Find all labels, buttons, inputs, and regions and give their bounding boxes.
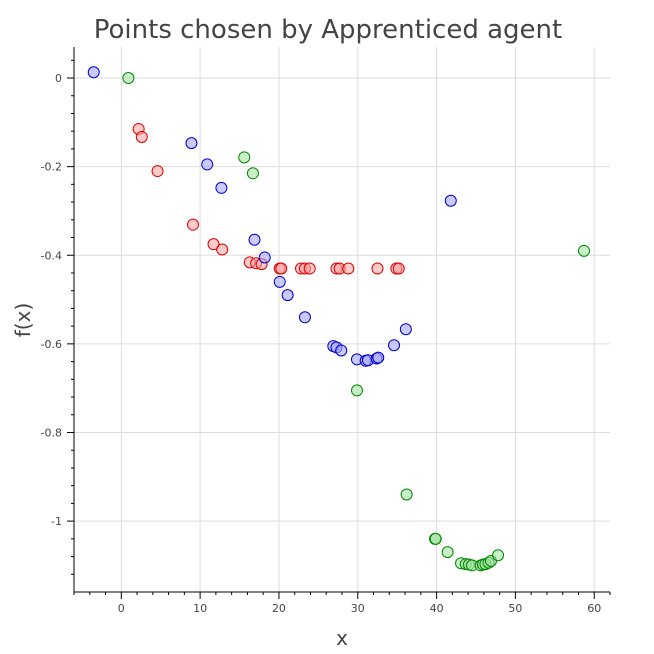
data-point	[335, 344, 348, 357]
x-tick-label: 10	[193, 602, 207, 615]
x-tick-label: 30	[351, 602, 365, 615]
y-axis-title: f(x)	[11, 303, 35, 337]
data-point	[187, 218, 200, 231]
data-point	[577, 244, 590, 257]
y-tick-label: -0.4	[41, 249, 62, 262]
data-point	[342, 262, 355, 275]
data-point	[281, 289, 294, 302]
x-tick-label: 60	[587, 602, 601, 615]
axes: 0 10 20 30 40 50 60 0 -0.2 -0.4 -0.6 -0.8 -1	[41, 47, 611, 615]
data-point	[201, 158, 214, 171]
data-point	[87, 66, 100, 79]
y-tick-label: -1	[51, 515, 62, 528]
data-point	[273, 275, 286, 288]
data-point	[400, 488, 413, 501]
x-tick-label: 40	[430, 602, 444, 615]
x-tick-label: 0	[118, 602, 125, 615]
data-point	[122, 72, 135, 85]
data-point	[372, 351, 385, 364]
y-tick-label: -0.6	[41, 338, 62, 351]
data-point	[275, 262, 288, 275]
data-point	[399, 323, 412, 336]
data-point	[215, 181, 228, 194]
data-point	[248, 233, 261, 246]
data-point	[388, 339, 401, 352]
y-tick-label: -0.2	[41, 161, 62, 174]
data-point	[392, 262, 405, 275]
data-point	[135, 130, 148, 143]
data-point	[303, 262, 316, 275]
data-point	[350, 384, 363, 397]
data-point	[151, 165, 164, 178]
data-point	[246, 167, 259, 180]
x-axis-title: x	[336, 626, 348, 650]
y-tick-label: 0	[55, 72, 62, 85]
data-points	[87, 66, 590, 572]
y-tick-label: -0.8	[41, 426, 62, 439]
x-tick-label: 20	[272, 602, 286, 615]
x-tick-label: 50	[508, 602, 522, 615]
chart-title: Points chosen by Apprenticed agent	[94, 15, 562, 45]
data-point	[185, 137, 198, 150]
data-point	[298, 311, 311, 324]
data-point	[207, 238, 220, 251]
data-point	[216, 243, 229, 256]
data-point	[492, 549, 505, 562]
grid-lines	[74, 47, 610, 592]
data-point	[371, 262, 384, 275]
data-point	[429, 532, 442, 545]
data-point	[444, 194, 457, 207]
data-point	[441, 546, 454, 559]
data-point	[238, 151, 251, 164]
data-point	[258, 251, 271, 264]
